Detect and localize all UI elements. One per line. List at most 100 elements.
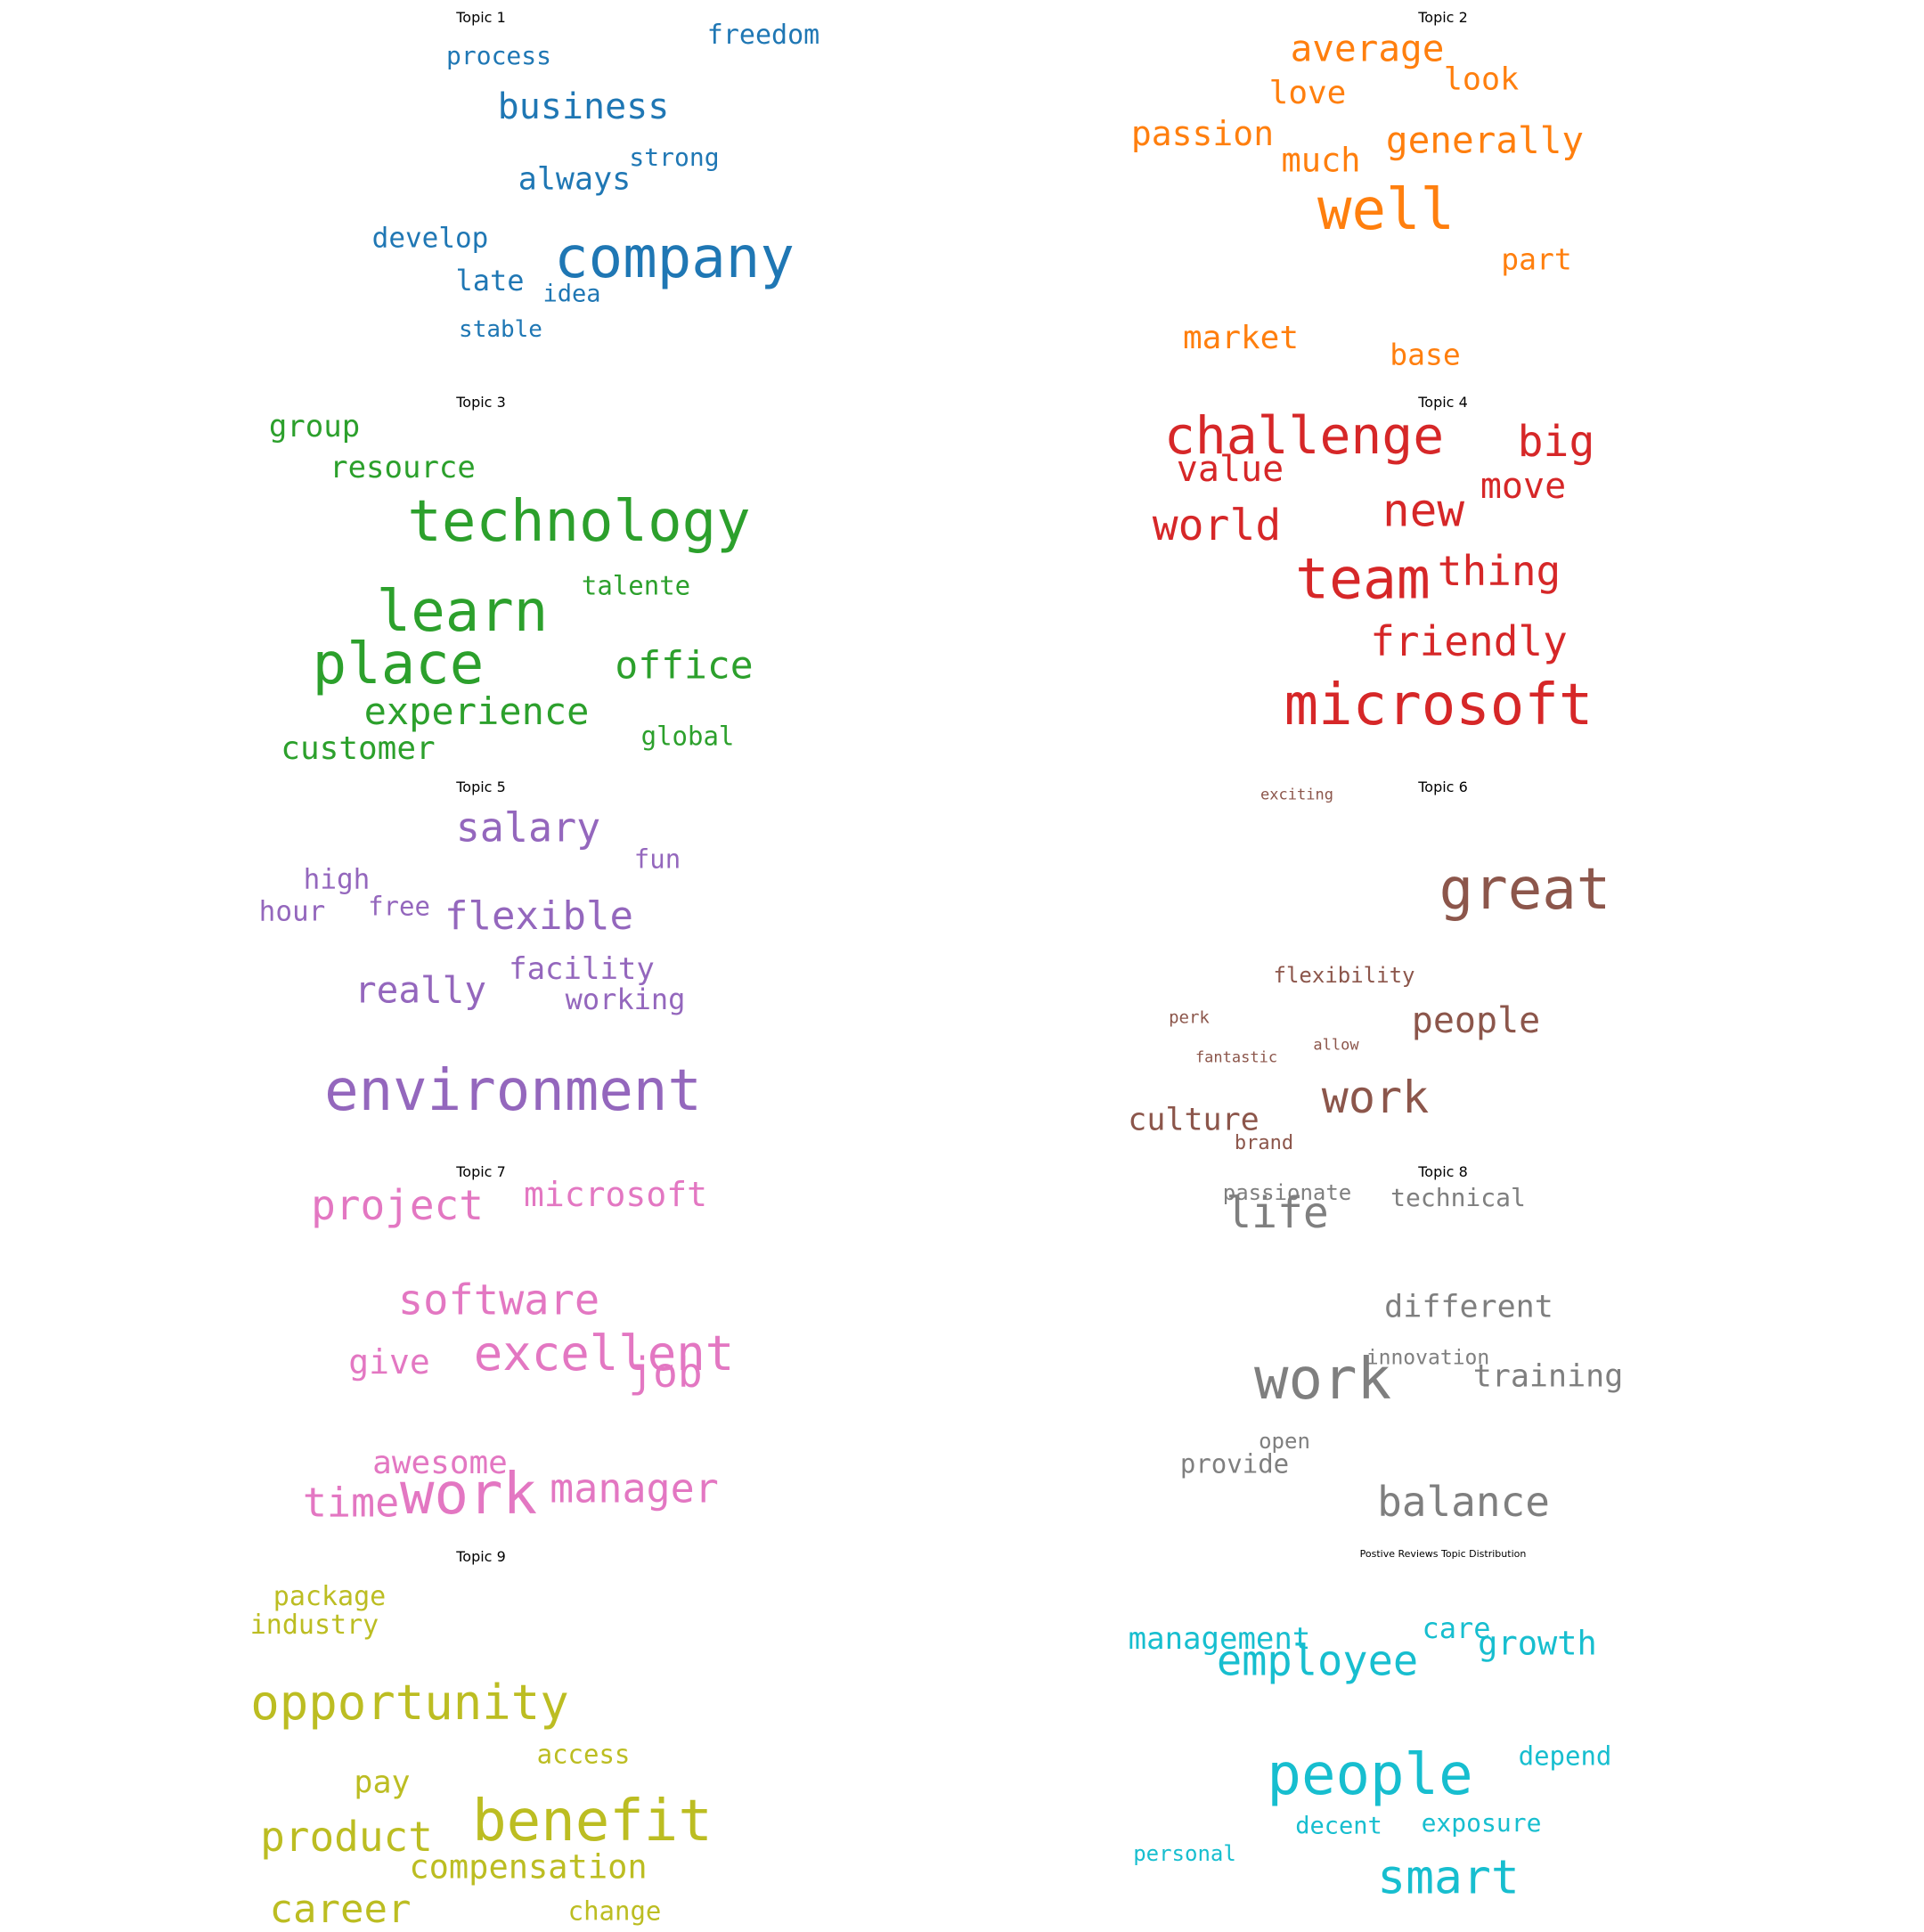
cloud-word: base	[1390, 337, 1461, 372]
cloud-word: global	[640, 721, 735, 752]
cloud-word: move	[1480, 466, 1567, 507]
cloud-word: package	[273, 1581, 387, 1612]
cloud-word: love	[1268, 75, 1347, 111]
cloud-word: microsoft	[524, 1175, 707, 1214]
cloud-word: market	[1182, 320, 1300, 356]
wordcloud-panel: Topic 4 microsoft team challenge new big world…	[962, 385, 1924, 770]
wordcloud-panel: Topic 6 great work people culture flexibility…	[962, 770, 1924, 1154]
cloud-word: job	[628, 1349, 703, 1397]
cloud-word: company	[554, 225, 795, 291]
cloud-word: personal	[1133, 1841, 1236, 1866]
cloud-word: decent	[1295, 1812, 1382, 1840]
cloud-word: big	[1517, 417, 1595, 467]
cloud-word: always	[518, 161, 632, 198]
panel-title: Topic 3	[456, 394, 506, 411]
cloud-word: really	[354, 968, 487, 1012]
wordcloud-panel: Topic 2 well average generally passion much lo…	[962, 0, 1924, 385]
panel-title: Topic 7	[456, 1163, 506, 1180]
cloud-word: challenge	[1163, 405, 1445, 466]
cloud-word: technology	[407, 489, 751, 555]
wordcloud-panel: Topic 7 work excellent software project job ti…	[0, 1154, 962, 1539]
cloud-word: place	[312, 632, 485, 697]
cloud-word: work	[1253, 1347, 1392, 1413]
cloud-word: average	[1290, 27, 1445, 70]
cloud-word: perk	[1169, 1007, 1210, 1028]
cloud-word: much	[1281, 141, 1361, 180]
cloud-word: pay	[354, 1765, 411, 1801]
cloud-word: environment	[324, 1058, 702, 1124]
cloud-word: business	[497, 86, 670, 127]
cloud-word: flexibility	[1273, 963, 1415, 988]
cloud-word: free	[368, 891, 430, 922]
cloud-word: provide	[1179, 1448, 1290, 1480]
cloud-word: group	[268, 409, 361, 444]
cloud-word: manager	[550, 1464, 719, 1512]
cloud-word: project	[311, 1181, 484, 1229]
cloud-word: software	[397, 1276, 600, 1325]
cloud-word: facility	[509, 951, 655, 987]
cloud-word: great	[1439, 857, 1611, 923]
panel-title: Topic 4	[1418, 394, 1468, 411]
cloud-word: allow	[1313, 1036, 1359, 1055]
cloud-word: people	[1411, 1000, 1541, 1041]
cloud-word: innovation	[1366, 1346, 1490, 1370]
cloud-word: care	[1422, 1611, 1491, 1645]
cloud-word: career	[269, 1887, 412, 1932]
cloud-word: look	[1443, 61, 1520, 98]
cloud-word: smart	[1377, 1850, 1520, 1905]
cloud-word: working	[565, 982, 686, 1016]
cloud-word: world	[1152, 501, 1282, 550]
cloud-word: work	[399, 1462, 538, 1528]
cloud-word: part	[1501, 241, 1572, 277]
cloud-word: change	[567, 1895, 662, 1927]
cloud-word: thing	[1437, 547, 1561, 595]
cloud-word: different	[1384, 1289, 1553, 1325]
cloud-word: passion	[1130, 114, 1275, 153]
cloud-word: technical	[1390, 1183, 1526, 1212]
cloud-word: work	[1321, 1072, 1430, 1123]
cloud-word: friendly	[1370, 617, 1568, 665]
cloud-word: customer	[281, 730, 436, 767]
cloud-word: growth	[1478, 1624, 1597, 1663]
cloud-word: excellent	[473, 1325, 735, 1382]
cloud-word: strong	[629, 143, 720, 172]
cloud-word: people	[1267, 1742, 1473, 1808]
panel-title: Topic 6	[1418, 779, 1468, 795]
cloud-word: flexible	[444, 893, 633, 939]
panel-title: Topic 9	[456, 1548, 506, 1565]
panel-title: Topic 2	[1418, 9, 1468, 26]
cloud-word: fantastic	[1194, 1048, 1278, 1067]
cloud-word: training	[1472, 1358, 1624, 1395]
cloud-word: awesome	[372, 1445, 508, 1481]
cloud-word: compensation	[409, 1847, 648, 1887]
cloud-word: well	[1317, 177, 1455, 243]
cloud-word: brand	[1234, 1132, 1294, 1154]
cloud-word: passionate	[1222, 1180, 1352, 1205]
wordcloud-panel: Postive Reviews Topic Distribution people…	[962, 1539, 1924, 1924]
cloud-word: balance	[1377, 1478, 1550, 1526]
cloud-word: resource	[330, 450, 476, 485]
cloud-word: late	[455, 264, 525, 298]
cloud-word: learn	[376, 579, 549, 645]
cloud-word: life	[1226, 1188, 1329, 1238]
cloud-word: opportunity	[250, 1675, 569, 1731]
cloud-word: new	[1382, 485, 1465, 538]
cloud-word: talente	[581, 570, 691, 601]
wordcloud-panel: Topic 8 work life balance training different p…	[962, 1154, 1924, 1539]
panel-title: Postive Reviews Topic Distribution	[1359, 1548, 1527, 1560]
cloud-word: stable	[459, 316, 542, 343]
cloud-word: give	[348, 1342, 430, 1382]
cloud-word: office	[615, 643, 754, 689]
cloud-word: hour	[258, 895, 326, 928]
panel-title: Topic 1	[456, 9, 506, 26]
cloud-word: process	[445, 41, 552, 70]
cloud-word: exciting	[1260, 786, 1333, 804]
cloud-word: open	[1259, 1429, 1310, 1454]
cloud-word: employee	[1216, 1636, 1419, 1686]
wordcloud-panel: Topic 3 technology learn place office experie…	[0, 385, 962, 770]
cloud-word: management	[1128, 1621, 1311, 1657]
cloud-word: exposure	[1421, 1808, 1542, 1838]
cloud-word: freedom	[706, 20, 820, 51]
wordcloud-panel: Topic 9 benefit opportunity product career co…	[0, 1539, 962, 1929]
